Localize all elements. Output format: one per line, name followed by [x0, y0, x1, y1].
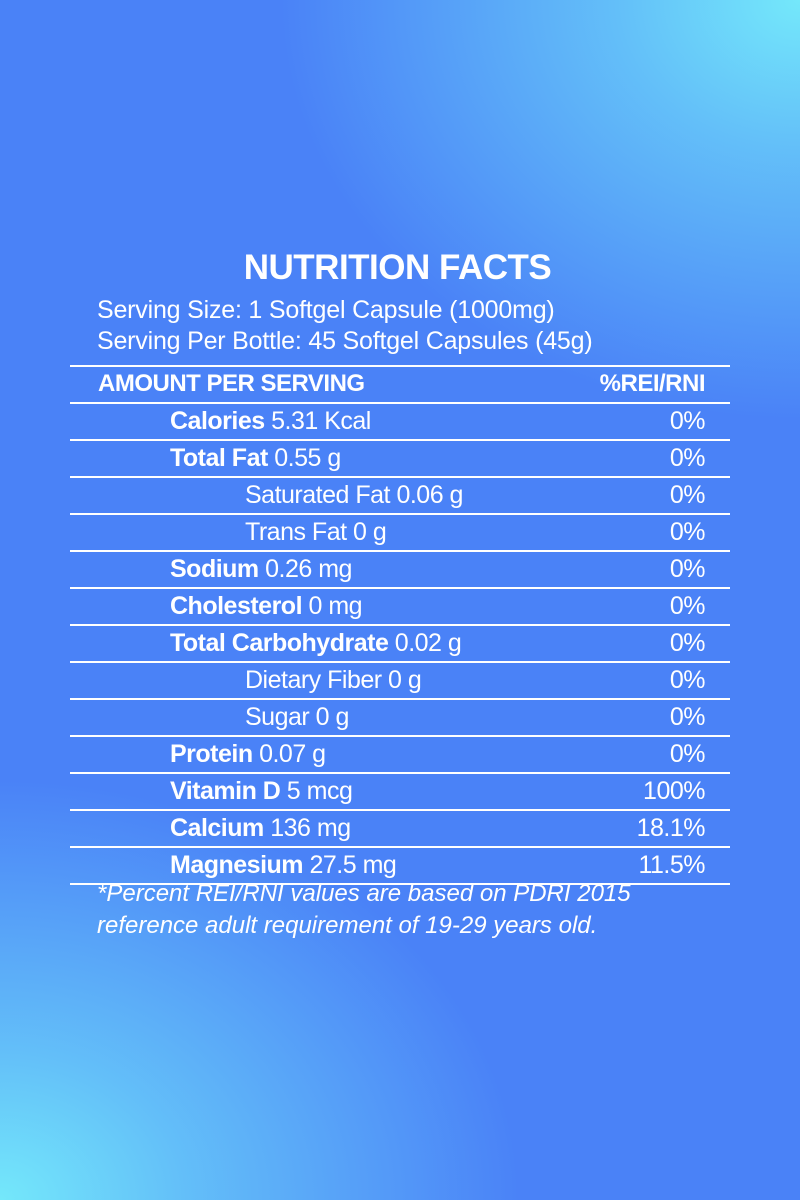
nutrient-percent: 0% — [669, 703, 706, 731]
nutrient-percent: 0% — [669, 555, 706, 583]
nutrient-percent: 11.5% — [638, 851, 705, 879]
nutrient-amount: 0 g — [353, 518, 387, 546]
nutrient-name: Dietary Fiber 0 g — [245, 666, 422, 695]
nutrient-percent: 0% — [669, 481, 706, 509]
nutrient-amount: 136 mg — [270, 814, 351, 842]
nutrient-amount: 0 mg — [308, 592, 363, 620]
nutrient-percent: 0% — [669, 407, 706, 435]
nutrient-amount: 0.06 g — [396, 481, 463, 509]
nutrient-name: Cholesterol 0 mg — [170, 592, 363, 621]
nutrient-label: Vitamin D — [170, 777, 281, 805]
nutrient-amount: 27.5 mg — [309, 851, 397, 879]
nutrient-amount: 0 g — [315, 703, 350, 731]
nutrient-label: Dietary Fiber — [245, 666, 382, 694]
nutrient-percent: 100% — [643, 777, 705, 805]
table-row: Protein 0.07 g 0% — [70, 735, 730, 772]
nutrient-percent: 0% — [669, 629, 706, 657]
nutrient-label: Cholesterol — [170, 592, 303, 620]
nutrient-label: Protein — [170, 740, 253, 768]
nutrient-percent: 18.1% — [636, 814, 706, 842]
nutrient-label: Total Fat — [170, 444, 268, 472]
footnote-line: *Percent REI/RNI values are based on PDR… — [97, 880, 631, 907]
nutrient-label: Magnesium — [170, 851, 304, 879]
nutrient-label: Total Carbohydrate — [170, 629, 389, 657]
nutrient-amount: 5.31 Kcal — [271, 407, 371, 435]
percent-header: %REI/RNI — [599, 370, 706, 397]
nutrient-name: Saturated Fat 0.06 g — [245, 481, 463, 510]
nutrient-name: Total Fat 0.55 g — [170, 444, 341, 473]
nutrient-label: Saturated Fat — [245, 481, 390, 509]
nutrient-name: Trans Fat 0 g — [245, 518, 387, 547]
nutrient-amount: 5 mcg — [286, 777, 353, 805]
nutrient-amount: 0.26 mg — [265, 555, 352, 583]
serving-size: Serving Size: 1 Softgel Capsule (1000mg) — [97, 296, 555, 324]
nutrient-percent: 0% — [669, 444, 706, 472]
nutrient-amount: 0.02 g — [394, 629, 462, 657]
nutrient-name: Sugar 0 g — [245, 703, 349, 732]
table-row: Sugar 0 g 0% — [70, 698, 730, 735]
nutrient-percent: 0% — [669, 740, 706, 768]
page-title: NUTRITION FACTS — [243, 248, 552, 287]
nutrient-label: Calcium — [170, 814, 264, 842]
table-row: Magnesium 27.5 mg 11.5% — [70, 846, 730, 885]
nutrient-label: Sugar — [245, 703, 310, 731]
nutrient-name: Protein 0.07 g — [170, 740, 326, 769]
footnote-line: reference adult requirement of 19-29 yea… — [97, 912, 598, 939]
nutrient-name: Calcium 136 mg — [170, 814, 351, 843]
table-row: Sodium 0.26 mg 0% — [70, 550, 730, 587]
table-row: Calcium 136 mg 18.1% — [70, 809, 730, 846]
table-row: Vitamin D 5 mcg 100% — [70, 772, 730, 809]
nutrient-label: Calories — [170, 407, 265, 435]
table-row: Dietary Fiber 0 g 0% — [70, 661, 730, 698]
nutrient-percent: 0% — [669, 518, 706, 546]
nutrient-percent: 0% — [669, 592, 706, 620]
footnote: *Percent REI/RNI values are based on PDR… — [97, 878, 631, 942]
amount-header: AMOUNT PER SERVING — [98, 370, 365, 397]
nutrient-name: Magnesium 27.5 mg — [170, 851, 397, 880]
nutrient-name: Total Carbohydrate 0.02 g — [170, 629, 462, 658]
nutrient-name: Vitamin D 5 mcg — [170, 777, 353, 806]
table-row: Calories 5.31 Kcal 0% — [70, 402, 730, 439]
nutrient-label: Sodium — [170, 555, 259, 583]
table-row: Cholesterol 0 mg 0% — [70, 587, 730, 624]
nutrient-percent: 0% — [669, 666, 706, 694]
nutrient-amount: 0 g — [388, 666, 422, 694]
table-row: Total Carbohydrate 0.02 g 0% — [70, 624, 730, 661]
nutrient-name: Sodium 0.26 mg — [170, 555, 352, 584]
nutrition-table: AMOUNT PER SERVING %REI/RNI Calories 5.3… — [70, 365, 730, 885]
servings-per-bottle: Serving Per Bottle: 45 Softgel Capsules … — [97, 327, 593, 355]
table-row: Trans Fat 0 g 0% — [70, 513, 730, 550]
table-row: Total Fat 0.55 g 0% — [70, 439, 730, 476]
nutrient-amount: 0.55 g — [274, 444, 341, 472]
table-row: Saturated Fat 0.06 g 0% — [70, 476, 730, 513]
nutrient-label: Trans Fat — [245, 518, 347, 546]
table-header: AMOUNT PER SERVING %REI/RNI — [70, 365, 730, 402]
nutrient-name: Calories 5.31 Kcal — [170, 407, 371, 436]
nutrient-amount: 0.07 g — [259, 740, 326, 768]
